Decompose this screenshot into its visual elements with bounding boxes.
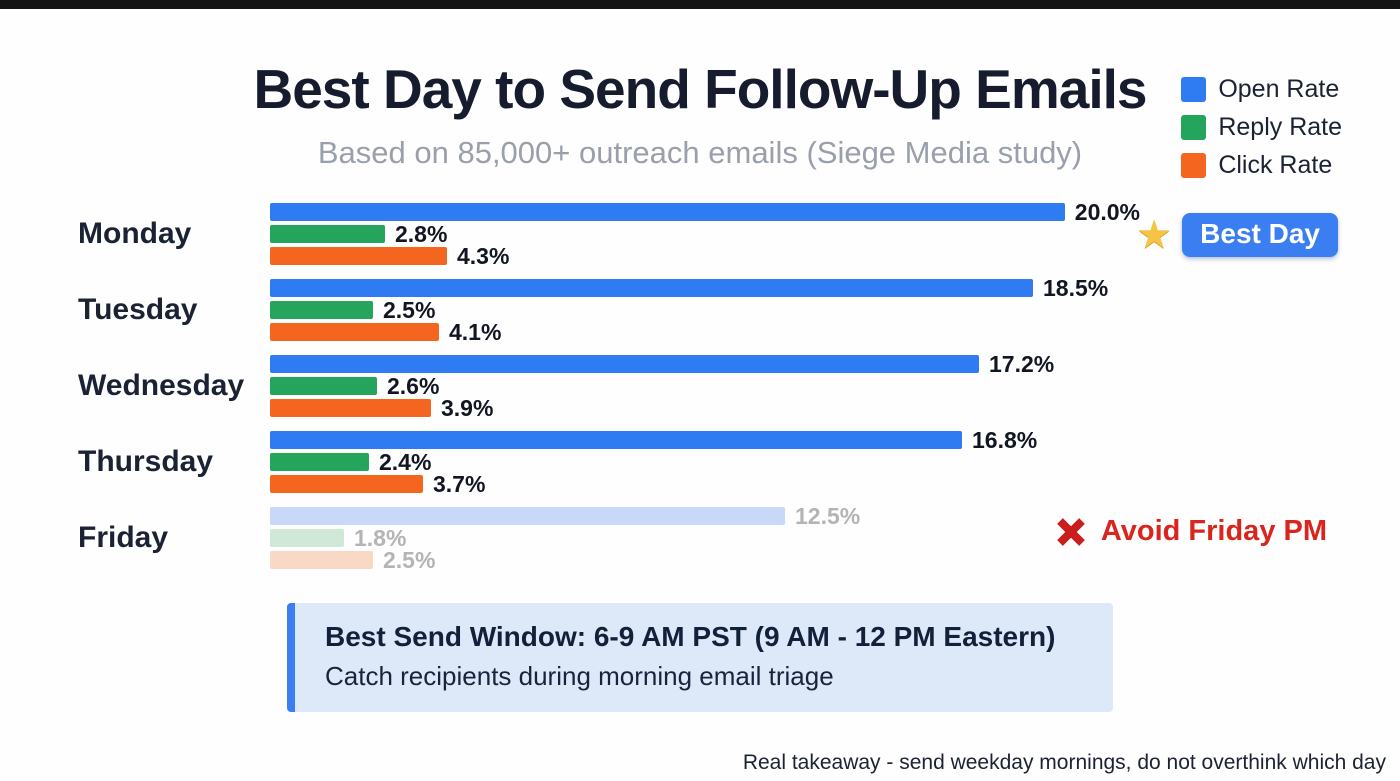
bar-line: 3.7% bbox=[270, 471, 1140, 497]
value-label: 20.0% bbox=[1074, 198, 1140, 225]
bar-monday-open-rate bbox=[270, 203, 1065, 221]
header: Best Day to Send Follow-Up Emails Based … bbox=[0, 9, 1400, 171]
bar-wednesday-open-rate bbox=[270, 355, 979, 373]
day-label-thursday: Thursday bbox=[78, 445, 214, 478]
bar-line: 12.5% bbox=[270, 503, 1140, 529]
bar-line: 16.8% bbox=[270, 427, 1140, 453]
avoid-friday-annotation: Avoid Friday PM bbox=[1055, 515, 1327, 548]
legend-label: Reply Rate bbox=[1218, 113, 1342, 141]
top-screen-edge-strip bbox=[0, 0, 1400, 9]
chart-row-monday: Monday 20.0% 2.8% 4.3% bbox=[0, 199, 1400, 269]
value-label: 18.5% bbox=[1043, 274, 1109, 301]
star-icon: ★ bbox=[1136, 213, 1173, 257]
bar-line: 2.4% bbox=[270, 449, 1140, 475]
bar-line: 1.8% bbox=[270, 525, 1140, 551]
bar-line: 4.3% bbox=[270, 243, 1140, 269]
chart-row-friday: Friday 12.5% 1.8% 2.5% bbox=[0, 503, 1400, 573]
value-label: 2.8% bbox=[395, 220, 448, 247]
bar-friday-click-rate bbox=[270, 551, 373, 569]
bar-thursday-reply-rate bbox=[270, 453, 369, 471]
best-day-badge: Best Day bbox=[1182, 213, 1338, 257]
avoid-friday-label: Avoid Friday PM bbox=[1100, 515, 1327, 547]
bar-line: 17.2% bbox=[270, 351, 1140, 377]
bar-wednesday-click-rate bbox=[270, 399, 431, 417]
best-send-window-callout: Best Send Window: 6-9 AM PST (9 AM - 12 … bbox=[287, 603, 1113, 712]
page-subtitle: Based on 85,000+ outreach emails (Siege … bbox=[317, 135, 1083, 170]
legend-swatch bbox=[1181, 77, 1207, 102]
day-label-friday: Friday bbox=[78, 521, 169, 554]
legend-swatch bbox=[1181, 153, 1207, 178]
bar-group: 16.8% 2.4% 3.7% bbox=[270, 427, 1140, 497]
chart-row-tuesday: Tuesday 18.5% 2.5% 4.1% bbox=[0, 275, 1400, 345]
bar-tuesday-open-rate bbox=[270, 279, 1033, 297]
bar-friday-reply-rate bbox=[270, 529, 344, 547]
bar-chart: Monday 20.0% 2.8% 4.3% Tuesday 18.5% 2.5% 4.1% W… bbox=[0, 199, 1400, 573]
callout-subtitle: Catch recipients during morning email tr… bbox=[325, 661, 834, 691]
bar-tuesday-click-rate bbox=[270, 323, 439, 341]
value-label: 3.9% bbox=[441, 394, 494, 421]
bar-monday-reply-rate bbox=[270, 225, 385, 243]
bar-monday-click-rate bbox=[270, 247, 447, 265]
bar-line: 2.6% bbox=[270, 373, 1140, 399]
bar-wednesday-reply-rate bbox=[270, 377, 377, 395]
bar-group: 17.2% 2.6% 3.9% bbox=[270, 351, 1140, 421]
value-label: 4.1% bbox=[449, 318, 502, 345]
bar-line: 2.8% bbox=[270, 221, 1140, 247]
bar-thursday-click-rate bbox=[270, 475, 423, 493]
value-label: 2.6% bbox=[387, 372, 440, 399]
day-label-monday: Monday bbox=[78, 217, 192, 250]
bar-thursday-open-rate bbox=[270, 431, 962, 449]
chart-legend: Open Rate Reply Rate Click Rate bbox=[1181, 75, 1342, 180]
value-label: 1.8% bbox=[354, 524, 407, 551]
chart-row-thursday: Thursday 16.8% 2.4% 3.7% bbox=[0, 427, 1400, 497]
bar-line: 18.5% bbox=[270, 275, 1140, 301]
legend-item-open-rate: Open Rate bbox=[1181, 75, 1342, 104]
value-label: 3.7% bbox=[433, 470, 486, 497]
infographic: Best Day to Send Follow-Up Emails Based … bbox=[0, 9, 1400, 781]
callout-title: Best Send Window: 6-9 AM PST (9 AM - 12 … bbox=[325, 621, 1056, 652]
value-label: 2.5% bbox=[383, 296, 436, 323]
footer-note: Real takeaway - send weekday mornings, d… bbox=[742, 751, 1386, 774]
bar-friday-open-rate bbox=[270, 507, 785, 525]
bar-line: 4.1% bbox=[270, 319, 1140, 345]
value-label: 4.3% bbox=[457, 242, 510, 269]
legend-item-reply-rate: Reply Rate bbox=[1181, 113, 1342, 142]
value-label: 12.5% bbox=[795, 502, 861, 529]
legend-label: Click Rate bbox=[1218, 151, 1333, 179]
bar-line: 3.9% bbox=[270, 395, 1140, 421]
legend-label: Open Rate bbox=[1218, 75, 1340, 103]
bar-group: 12.5% 1.8% 2.5% bbox=[270, 503, 1140, 573]
day-label-tuesday: Tuesday bbox=[78, 293, 198, 326]
bar-group: 20.0% 2.8% 4.3% bbox=[270, 199, 1140, 269]
bar-line: 2.5% bbox=[270, 297, 1140, 323]
bar-line: 2.5% bbox=[270, 547, 1140, 573]
value-label: 2.4% bbox=[379, 448, 432, 475]
legend-item-click-rate: Click Rate bbox=[1181, 151, 1342, 180]
page-title: Best Day to Send Follow-Up Emails bbox=[253, 58, 1148, 120]
bar-line: 20.0% bbox=[270, 199, 1140, 225]
best-day-annotation: ★ Best Day bbox=[1136, 213, 1338, 257]
value-label: 17.2% bbox=[989, 350, 1055, 377]
value-label: 2.5% bbox=[383, 546, 436, 573]
bar-group: 18.5% 2.5% 4.1% bbox=[270, 275, 1140, 345]
chart-row-wednesday: Wednesday 17.2% 2.6% 3.9% bbox=[0, 351, 1400, 421]
value-label: 16.8% bbox=[972, 426, 1038, 453]
day-label-wednesday: Wednesday bbox=[78, 369, 245, 402]
bar-tuesday-reply-rate bbox=[270, 301, 373, 319]
legend-swatch bbox=[1181, 115, 1207, 140]
x-icon bbox=[1057, 517, 1085, 546]
